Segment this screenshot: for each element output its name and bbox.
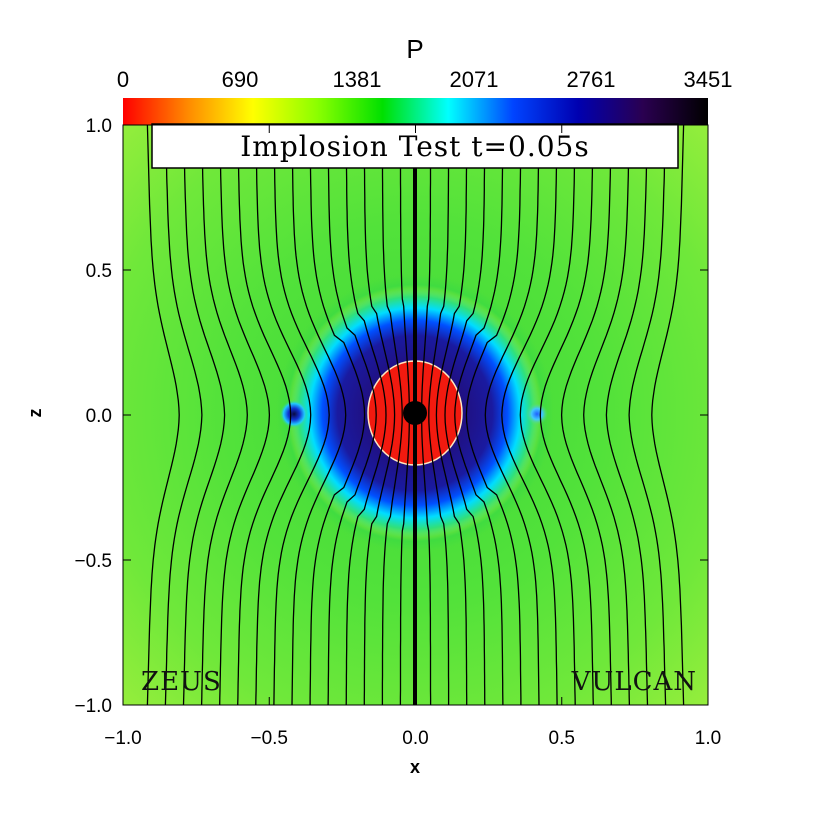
y-tick-labels: 1.0 0.5 0.0 −0.5 −1.0 <box>74 116 112 717</box>
field-line <box>345 125 387 705</box>
field-line <box>501 125 558 705</box>
title-box <box>151 123 679 169</box>
axis-ticks <box>122 124 709 706</box>
field-line <box>273 125 330 705</box>
field-line <box>605 125 649 705</box>
field-line <box>651 125 685 705</box>
y-tick-label: −1.0 <box>74 696 112 717</box>
field-line <box>454 125 504 705</box>
x-tick-label: −0.5 <box>250 728 288 749</box>
y-tick-label: 0.5 <box>86 261 112 282</box>
panel-label-vulcan: VULCAN <box>571 667 697 697</box>
field-line <box>428 125 450 705</box>
field-line <box>327 125 377 705</box>
field-line <box>519 125 576 705</box>
field-line <box>255 125 312 705</box>
x-tick-label: 1.0 <box>695 728 721 749</box>
colorbar-label: P <box>406 34 423 64</box>
colorbar-tick-label: 3451 <box>684 67 733 92</box>
colorbar-tick-label: 1381 <box>333 67 382 92</box>
vortex-left <box>280 400 308 428</box>
field-line <box>219 125 271 705</box>
field-line <box>363 125 396 705</box>
colorbar-tick-label: 2761 <box>567 67 616 92</box>
colorbar-tick-label: 0 <box>117 67 129 92</box>
field-line <box>182 125 226 705</box>
field-line <box>164 125 203 705</box>
field-line <box>435 125 468 705</box>
field-line <box>200 125 248 705</box>
x-tick-label: 0.0 <box>402 728 428 749</box>
field-line <box>146 125 180 705</box>
colorbar <box>123 98 708 125</box>
y-axis-label: z <box>25 409 45 418</box>
field-line <box>583 125 631 705</box>
y-tick-label: −0.5 <box>74 551 112 572</box>
field-line <box>444 125 486 705</box>
chart-title: Implosion Test t=0.05s <box>240 130 589 163</box>
x-tick-label: −1.0 <box>104 728 142 749</box>
field-line <box>539 125 594 705</box>
x-axis-label: x <box>410 757 420 777</box>
magnetic-field-lines <box>146 125 685 705</box>
panel-label-zeus: ZEUS <box>141 667 222 697</box>
y-tick-label: 0.0 <box>86 406 112 427</box>
vortex-right <box>526 403 548 425</box>
field-line <box>237 125 292 705</box>
field-line <box>560 125 612 705</box>
field-line <box>484 125 540 705</box>
y-tick-label: 1.0 <box>86 116 112 137</box>
plot-area <box>123 125 708 705</box>
x-tick-labels: −1.0 −0.5 0.0 0.5 1.0 <box>104 728 721 749</box>
colorbar-tick-label: 690 <box>222 67 259 92</box>
field-line <box>381 125 403 705</box>
field-line <box>465 125 522 705</box>
x-tick-label: 0.5 <box>549 728 575 749</box>
field-line <box>309 125 366 705</box>
center-point-marker <box>403 401 427 425</box>
colorbar-tick-label: 2071 <box>450 67 499 92</box>
colorbar-tick-labels: 0 690 1381 2071 2761 3451 <box>117 67 733 92</box>
field-line <box>628 125 667 705</box>
field-line <box>291 125 347 705</box>
